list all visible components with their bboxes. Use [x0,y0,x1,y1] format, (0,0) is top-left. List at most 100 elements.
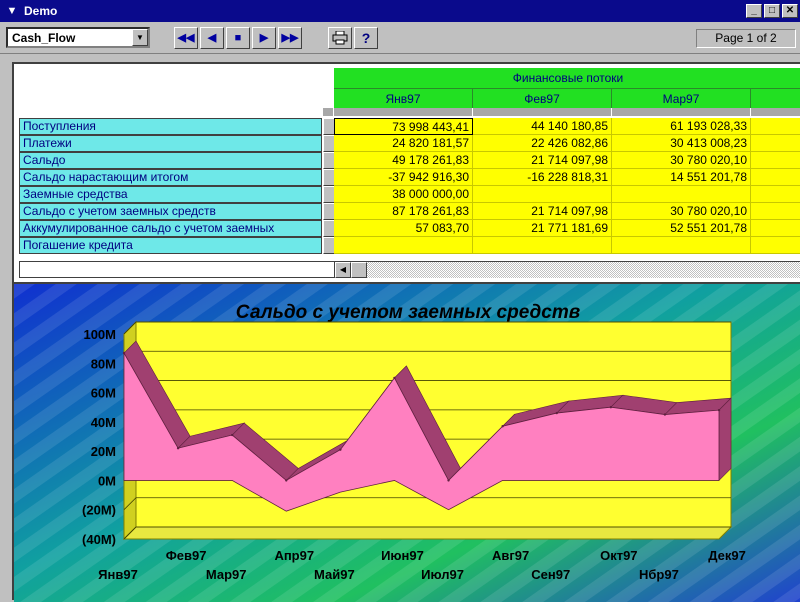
chart-panel: Сальдо с учетом заемных средств 100M 80M 6… [14,282,800,602]
data-cell-empty[interactable] [751,169,800,186]
x-tick-label: Нбр97 [639,567,679,582]
month-header: Фев97 [473,88,612,108]
x-tick-label: Фев97 [166,548,207,563]
y-tick-label: 60M [91,386,116,401]
area-end-face [718,397,732,482]
area-chart: Сальдо с учетом заемных средств 100M 80M 6… [14,284,800,602]
group-header: Финансовые потоки [334,68,800,88]
scroll-thumb[interactable] [351,262,367,278]
x-tick-label: Апр97 [274,548,314,563]
column-resize-strip[interactable] [751,108,800,116]
data-cell[interactable]: 49 178 261,83 [334,152,473,169]
data-cell-empty[interactable] [751,220,800,237]
data-cell-empty[interactable] [751,152,800,169]
data-point [393,376,396,380]
data-cell[interactable]: 21 714 097,98 [473,152,612,169]
last-page-button[interactable]: ▶▶ [278,27,302,49]
data-cell[interactable]: 30 780 020,10 [612,203,751,220]
column-resize-strip[interactable] [334,108,473,116]
data-cell[interactable]: 61 193 028,33 [612,118,751,135]
data-point [176,447,180,450]
data-cell[interactable] [612,237,751,254]
data-cell[interactable]: 21 714 097,98 [473,203,612,220]
printer-icon [332,30,348,45]
data-cell[interactable]: 57 083,70 [334,220,473,237]
data-cell[interactable]: 14 551 201,78 [612,169,751,186]
next-page-button[interactable]: ▶ [252,27,276,49]
y-tick-label: 40M [91,415,116,430]
header-strip [323,108,334,116]
chevron-down-icon[interactable]: ▼ [132,29,148,46]
data-point [339,448,342,451]
month-header: Янв97 [334,88,473,108]
last-page-icon: ▶▶ [281,32,299,44]
data-cell-empty[interactable] [751,203,800,220]
data-point [285,479,288,482]
chart-floor [122,526,733,540]
data-cell-empty[interactable] [751,237,800,254]
data-cell[interactable]: 44 140 180,85 [473,118,612,135]
x-tick-label: Окт97 [600,548,637,563]
data-cell[interactable] [612,186,751,203]
data-cell[interactable]: -37 942 916,30 [334,169,473,186]
app-icon[interactable]: ▼ [6,5,18,17]
row-label: Платежи [19,135,322,152]
horizontal-scrollbar[interactable]: ◀ [335,261,800,278]
data-cell-empty[interactable] [751,135,800,152]
data-cell[interactable]: 52 551 201,78 [612,220,751,237]
data-cell[interactable]: 87 178 261,83 [334,203,473,220]
y-tick-label: 80M [91,356,116,371]
data-cell[interactable]: 38 000 000,00 [334,186,473,203]
report-selector[interactable]: Cash_Flow ▼ [6,27,150,48]
y-tick-label: (20M) [82,503,116,518]
report-viewer: Финансовые потоки Янв97 Фев97 Мар97 Пост… [12,62,800,602]
column-resize-strip[interactable] [473,108,612,116]
row-label: Аккумулированное сальдо с учетом заемных [19,220,322,237]
help-button[interactable]: ? [354,27,378,49]
maximize-button[interactable]: □ [764,4,780,18]
data-cell[interactable]: 30 780 020,10 [612,152,751,169]
data-cell[interactable]: 21 771 181,69 [473,220,612,237]
scroll-left-icon[interactable]: ◀ [335,262,351,278]
y-tick-label: 20M [91,444,116,459]
x-tick-label: Авг97 [492,548,529,563]
y-tick-label: 0M [98,473,116,488]
month-header-empty [751,88,800,108]
previous-page-icon: ◀ [207,32,217,44]
next-page-icon: ▶ [259,32,269,44]
x-tick-label: Июл97 [421,567,464,582]
chart-title: Сальдо с учетом заемных средств [236,302,580,323]
data-cell[interactable] [334,237,473,254]
title-bar: ▼ Demo _ □ ✕ [0,0,800,22]
previous-page-button[interactable]: ◀ [200,27,224,49]
data-point [122,351,126,355]
help-icon: ? [361,30,371,46]
print-button[interactable] [328,27,352,49]
data-cell[interactable] [473,186,612,203]
row-label: Погашение кредита [19,237,322,254]
first-page-button[interactable]: ◀◀ [174,27,198,49]
stop-button[interactable]: ■ [226,27,250,49]
x-tick-label: Дек97 [708,548,746,563]
data-cell[interactable]: 24 820 181,57 [334,135,473,152]
data-cell[interactable]: 73 998 443,41 [334,118,473,135]
data-cell-empty[interactable] [751,186,800,203]
close-button[interactable]: ✕ [782,4,798,18]
column-resize-strip[interactable] [612,108,751,116]
row-label: Сальдо нарастающим итогом [19,169,322,186]
data-cell-empty[interactable] [751,118,800,135]
data-cell[interactable]: 30 413 008,23 [612,135,751,152]
row-label: Сальдо [19,152,322,169]
data-point [555,411,558,415]
y-tick-label: (40M) [82,532,116,547]
data-cell[interactable] [473,237,612,254]
data-cell[interactable]: -16 228 818,31 [473,169,612,186]
y-tick-label: 100M [83,327,116,342]
stop-icon: ■ [234,32,242,44]
data-cell[interactable]: 22 426 082,86 [473,135,612,152]
minimize-button[interactable]: _ [746,4,762,18]
data-point [230,433,234,437]
label-scroll-area [19,261,335,278]
row-label: Сальдо с учетом заемных средств [19,203,322,220]
